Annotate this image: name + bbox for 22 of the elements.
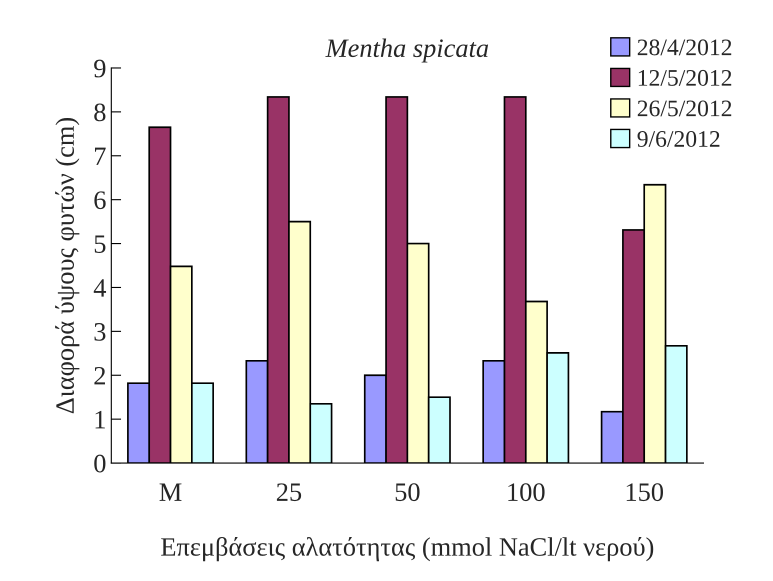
- y-tick-label: 4: [94, 279, 106, 297]
- y-axis-title: Διαφορά ύψους φυτών (cm): [55, 118, 80, 414]
- y-tick-label: 6: [94, 191, 106, 210]
- y-tick-label: 3: [94, 323, 106, 341]
- legend-label: 26/5/2012: [638, 100, 732, 116]
- y-tick-label: 2: [94, 366, 105, 384]
- y-tick-label: 8: [94, 103, 106, 122]
- x-tick-label: 150: [626, 483, 664, 502]
- x-tick-label: 25: [276, 483, 302, 502]
- x-tick-label: 100: [508, 483, 545, 502]
- legend-label: 9/6/2012: [638, 130, 720, 147]
- x-tick-label: M: [160, 484, 182, 501]
- x-axis-title: Επεμβάσεις αλατότητας (mmol NaCl/lt νερού): [161, 536, 654, 562]
- y-tick-label: 7: [94, 148, 106, 165]
- x-tick-label: 50: [396, 483, 420, 502]
- y-tick-label: 0: [94, 454, 106, 472]
- legend-label: 28/4/2012: [638, 39, 732, 56]
- y-tick-label: 9: [94, 60, 106, 78]
- legend-label: 12/5/2012: [638, 70, 732, 86]
- chart-title: Mentha spicata: [325, 38, 488, 62]
- y-tick-label: 5: [94, 235, 106, 253]
- y-tick-label: 1: [96, 410, 105, 428]
